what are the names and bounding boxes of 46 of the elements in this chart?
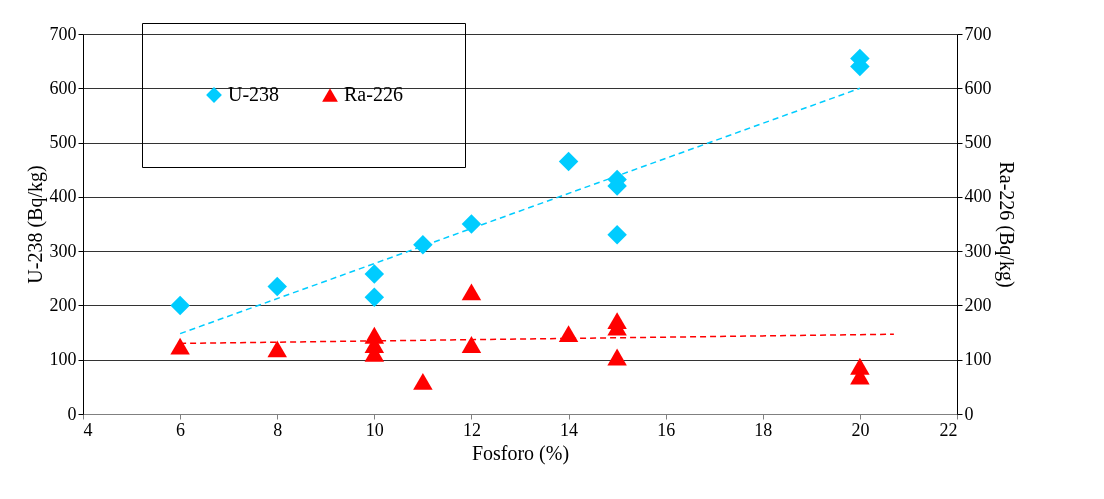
point bbox=[267, 340, 287, 358]
y-tick-label: 500 bbox=[49, 132, 77, 153]
y-tick-label: 300 bbox=[49, 240, 77, 261]
point bbox=[558, 325, 579, 343]
point bbox=[170, 337, 190, 355]
point bbox=[413, 372, 433, 390]
x-tick-label: 4 bbox=[83, 419, 93, 440]
y2-tick-label: 600 bbox=[964, 77, 992, 98]
y2-axis-title: Ra-226 (Bq/kg) bbox=[994, 161, 1018, 288]
y-tick-label: 200 bbox=[49, 294, 77, 315]
point bbox=[607, 348, 627, 366]
x-tick-label: 8 bbox=[273, 419, 283, 440]
point bbox=[267, 276, 287, 297]
point bbox=[461, 214, 482, 234]
x-tick-label: 6 bbox=[176, 419, 186, 440]
point bbox=[364, 287, 385, 308]
point bbox=[558, 151, 579, 172]
y2-tick-label: 300 bbox=[964, 240, 992, 261]
x-tick-label: 14 bbox=[560, 419, 579, 440]
point bbox=[413, 234, 433, 255]
point bbox=[461, 336, 482, 353]
legend-label: U-238 bbox=[228, 83, 280, 105]
y-axis-title: U-238 (Bq/kg) bbox=[23, 165, 47, 284]
point bbox=[170, 295, 190, 316]
y2-tick-label: 200 bbox=[964, 294, 992, 315]
y2-tick-label: 700 bbox=[964, 23, 992, 44]
y-tick-label: 600 bbox=[49, 77, 77, 98]
y2-tick-label: 0 bbox=[964, 403, 974, 424]
y-tick-label: 700 bbox=[49, 23, 77, 44]
y2-tick-label: 400 bbox=[964, 186, 992, 207]
x-axis-title: Fosforo (%) bbox=[471, 441, 570, 465]
point bbox=[364, 264, 385, 284]
point bbox=[607, 225, 627, 245]
x-tick-label: 16 bbox=[657, 419, 676, 440]
legend-label: Ra-226 bbox=[344, 83, 403, 105]
x-tick-label: 10 bbox=[365, 419, 384, 440]
x-tick-label: 12 bbox=[462, 419, 481, 440]
y-tick-label: 100 bbox=[49, 349, 77, 370]
y-tick-label: 0 bbox=[67, 403, 77, 424]
y2-tick-label: 500 bbox=[964, 132, 992, 153]
y2-tick-label: 100 bbox=[964, 349, 992, 370]
x-tick-label: 18 bbox=[754, 419, 773, 440]
point bbox=[461, 283, 482, 301]
x-tick-label: 22 bbox=[939, 419, 958, 440]
x-tick-label: 20 bbox=[851, 419, 870, 440]
y-tick-label: 400 bbox=[49, 186, 77, 207]
